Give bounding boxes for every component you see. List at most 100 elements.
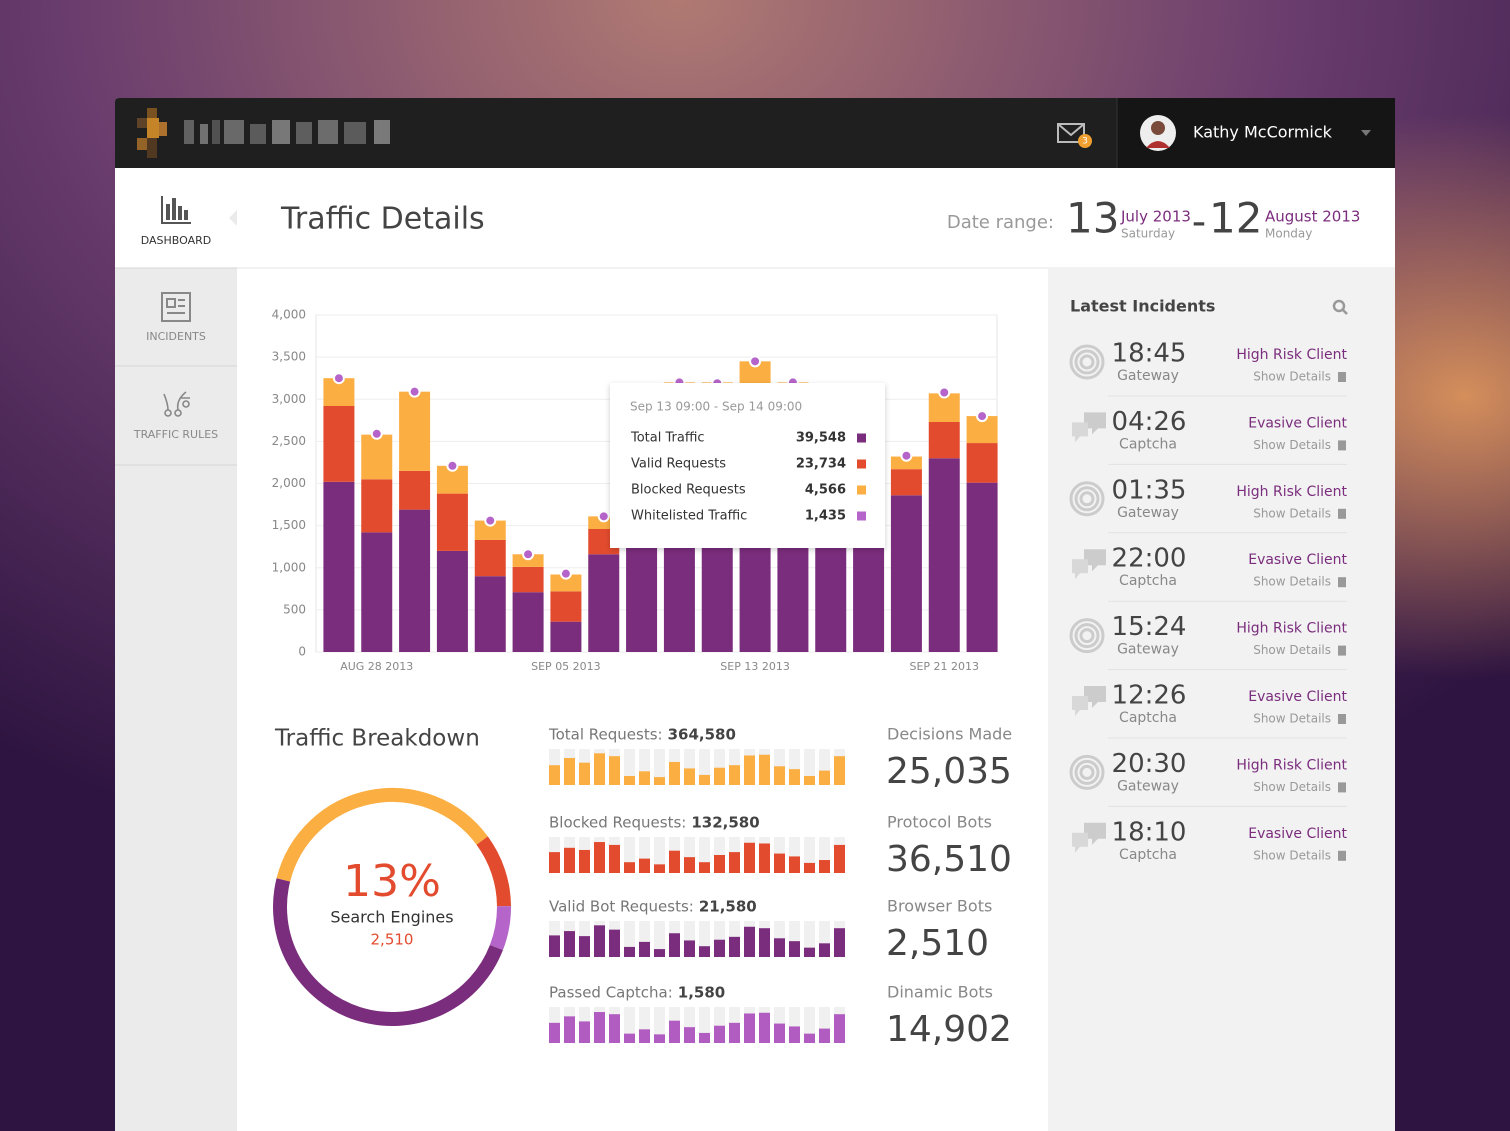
bar-segment[interactable] [474, 576, 506, 652]
spark-bar[interactable] [609, 844, 620, 873]
spark-bar[interactable] [834, 756, 845, 785]
incident-type[interactable]: High Risk Client [1236, 347, 1347, 363]
spark-bar[interactable] [624, 946, 635, 957]
spark-bar[interactable] [759, 754, 770, 785]
spark-bar[interactable] [819, 943, 830, 957]
user-name[interactable]: Kathy McCormick [1193, 123, 1333, 142]
spark-bar[interactable] [594, 842, 605, 873]
bar-segment[interactable] [361, 532, 393, 652]
bar-segment[interactable] [474, 520, 506, 540]
bar-segment[interactable] [550, 591, 582, 622]
nav-label[interactable]: TRAFFIC RULES [133, 428, 218, 441]
spark-bar[interactable] [744, 1013, 755, 1043]
spark-bar[interactable] [714, 855, 725, 873]
spark-bar[interactable] [744, 755, 755, 785]
spark-bar[interactable] [639, 1029, 650, 1043]
point[interactable] [332, 372, 345, 385]
end-day[interactable]: 12 [1209, 194, 1262, 243]
spark-bar[interactable] [549, 1022, 560, 1043]
point[interactable] [597, 510, 610, 523]
point[interactable] [370, 427, 383, 440]
point[interactable] [408, 385, 421, 398]
spark-bar[interactable] [684, 1027, 695, 1043]
spark-bar[interactable] [774, 938, 785, 957]
bar-segment[interactable] [399, 391, 431, 471]
spark-bar[interactable] [654, 949, 665, 957]
spark-bar[interactable] [564, 1016, 575, 1043]
point[interactable] [484, 514, 497, 527]
spark-bar[interactable] [804, 947, 815, 957]
bar-segment[interactable] [361, 479, 393, 533]
point[interactable] [938, 386, 951, 399]
spark-bar[interactable] [714, 767, 725, 785]
spark-bar[interactable] [684, 857, 695, 873]
point[interactable] [900, 449, 913, 462]
donut-segment[interactable] [489, 906, 511, 951]
bar-segment[interactable] [966, 443, 998, 483]
spark-bar[interactable] [789, 1026, 800, 1043]
nav-label[interactable]: INCIDENTS [146, 330, 206, 343]
spark-bar[interactable] [684, 940, 695, 957]
spark-bar[interactable] [699, 1032, 710, 1043]
spark-bar[interactable] [729, 852, 740, 873]
spark-bar[interactable] [624, 1033, 635, 1043]
spark-bar[interactable] [594, 753, 605, 785]
bar-segment[interactable] [474, 539, 506, 577]
spark-bar[interactable] [669, 933, 680, 957]
point[interactable] [559, 567, 572, 580]
spark-bar[interactable] [639, 941, 650, 957]
spark-bar[interactable] [624, 776, 635, 785]
spark-bar[interactable] [549, 765, 560, 785]
bar-segment[interactable] [399, 470, 431, 510]
spark-bar[interactable] [804, 862, 815, 873]
start-month[interactable]: July 2013 [1120, 208, 1191, 226]
mail-button[interactable]: 3 [1057, 123, 1092, 148]
spark-bar[interactable] [654, 1034, 665, 1043]
spark-bar[interactable] [729, 765, 740, 785]
start-day[interactable]: 13 [1066, 194, 1119, 243]
spark-bar[interactable] [564, 847, 575, 873]
spark-bar[interactable] [774, 1023, 785, 1043]
spark-bar[interactable] [639, 771, 650, 785]
spark-bar[interactable] [654, 777, 665, 785]
spark-bar[interactable] [579, 936, 590, 957]
bar-segment[interactable] [399, 509, 431, 652]
spark-bar[interactable] [729, 936, 740, 957]
spark-bar[interactable] [744, 926, 755, 957]
incident-type[interactable]: Evasive Client [1248, 415, 1347, 431]
bar-segment[interactable] [588, 554, 620, 652]
spark-bar[interactable] [834, 844, 845, 873]
show-details[interactable]: Show Details [1253, 575, 1331, 589]
spark-bar[interactable] [819, 860, 830, 873]
bar-segment[interactable] [512, 592, 544, 652]
spark-bar[interactable] [579, 849, 590, 873]
spark-bar[interactable] [549, 935, 560, 957]
nav-label[interactable]: DASHBOARD [141, 234, 212, 247]
bar-segment[interactable] [323, 481, 355, 652]
spark-bar[interactable] [714, 1025, 725, 1043]
spark-bar[interactable] [684, 768, 695, 785]
show-details[interactable]: Show Details [1253, 506, 1331, 520]
bar-segment[interactable] [966, 482, 998, 652]
spark-bar[interactable] [579, 1021, 590, 1043]
spark-bar[interactable] [789, 769, 800, 785]
spark-bar[interactable] [549, 852, 560, 873]
spark-bar[interactable] [699, 774, 710, 785]
incident-type[interactable]: Evasive Client [1248, 826, 1347, 842]
show-details[interactable]: Show Details [1253, 370, 1331, 384]
point[interactable] [522, 548, 535, 561]
spark-bar[interactable] [774, 853, 785, 873]
spark-bar[interactable] [564, 758, 575, 785]
point[interactable] [749, 355, 762, 368]
incident-type[interactable]: High Risk Client [1236, 757, 1347, 773]
spark-bar[interactable] [639, 858, 650, 873]
spark-bar[interactable] [759, 928, 770, 957]
show-details[interactable]: Show Details [1253, 438, 1331, 452]
bar-segment[interactable] [550, 621, 582, 652]
point[interactable] [976, 410, 989, 423]
spark-bar[interactable] [669, 1020, 680, 1043]
donut-segment[interactable] [476, 836, 511, 907]
bar-segment[interactable] [550, 574, 582, 592]
search-icon[interactable] [1332, 299, 1348, 315]
spark-bar[interactable] [669, 761, 680, 785]
